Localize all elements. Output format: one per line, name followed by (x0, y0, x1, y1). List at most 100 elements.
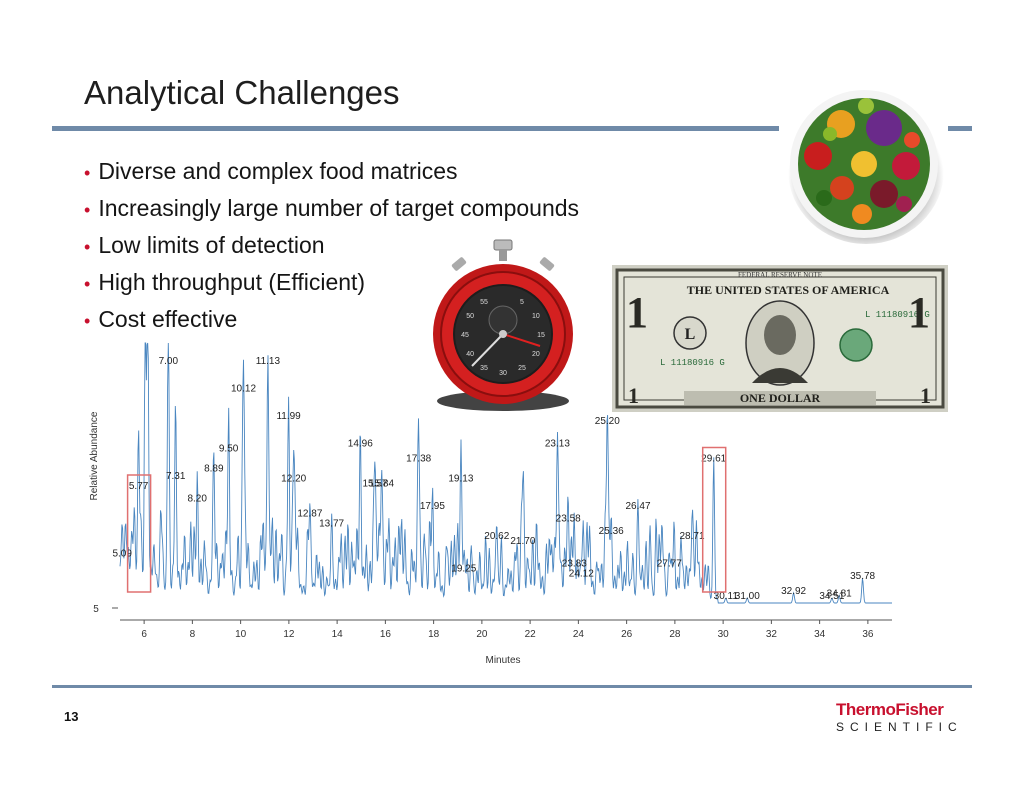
peak-label: 34.81 (827, 589, 852, 600)
peak-label: 32.92 (781, 586, 806, 597)
bullet-dot-icon: • (84, 200, 91, 220)
peak-label: 31.00 (735, 591, 760, 602)
dollar-top-text: FEDERAL RESERVE NOTE (738, 271, 822, 279)
peak-label: 17.95 (420, 501, 445, 512)
peak-label: 10.12 (231, 384, 256, 395)
peak-label: 34.51 (819, 591, 844, 602)
slide-title: Analytical Challenges (84, 74, 400, 111)
peak-label: 25.20 (595, 416, 620, 427)
dollar-country-text: THE UNITED STATES OF AMERICA (687, 283, 890, 297)
stopwatch-tick-label: 25 (518, 365, 526, 372)
bullet-dot-icon: • (84, 311, 91, 331)
x-tick-label: 22 (525, 629, 537, 640)
food-bowl-image (788, 90, 944, 244)
x-tick-label: 36 (862, 629, 874, 640)
bullet-item: • Low limits of detection (84, 232, 325, 258)
peak-label: 14.96 (348, 439, 373, 450)
bullet-item: • Increasingly large number of target com… (84, 195, 580, 221)
stopwatch-tick-label: 45 (461, 332, 469, 339)
title-rule (52, 126, 779, 131)
x-axis: 6 8 10 12 14 16 18 20 22 24 26 28 30 32 34 36 5 (93, 604, 892, 640)
peak-label: 23.83 (562, 559, 587, 570)
dollar-corner-bl: 1 (628, 383, 639, 408)
dollar-serial-left: L 11180916 G (660, 358, 725, 368)
stopwatch-tick-label: 15 (537, 332, 545, 339)
x-tick-label: 6 (141, 629, 147, 640)
peak-label: 29.61 (701, 454, 726, 465)
x-tick-label: 30 (718, 629, 730, 640)
bullet-dot-icon: • (84, 274, 91, 294)
peak-label: 11.13 (256, 356, 281, 367)
stopwatch-tick-label: 55 (480, 299, 488, 306)
dollar-bill-image: FEDERAL RESERVE NOTE THE UNITED STATES O… (612, 265, 948, 412)
logo-line2: SCIENTIFIC (836, 720, 963, 734)
peak-label: 28.71 (679, 531, 704, 542)
chromatogram-trace (119, 342, 892, 604)
peak-label: 9.50 (219, 444, 239, 455)
peak-label: 19.25 (451, 564, 476, 575)
x-tick-label: 10 (235, 629, 247, 640)
peak-label: 5.77 (129, 481, 149, 492)
peak-label: 27.77 (657, 559, 682, 570)
x-tick-label: 8 (190, 629, 196, 640)
x-tick-label: 28 (669, 629, 681, 640)
peak-label: 7.00 (159, 356, 179, 367)
dollar-corner-br: 1 (920, 383, 931, 408)
bullet-item: • High throughput (Efficient) (84, 269, 366, 295)
dollar-bottom-text: ONE DOLLAR (740, 391, 821, 405)
peak-label: 7.31 (166, 471, 186, 482)
peak-label: 11.99 (276, 411, 301, 422)
peak-label: 8.89 (204, 464, 224, 475)
peak-label: 23.13 (545, 439, 570, 450)
highlight-boxes (126, 446, 727, 593)
peak-label: 5.09 (112, 549, 132, 560)
peak-label: 25.36 (599, 526, 624, 537)
x-tick-label: 16 (380, 629, 392, 640)
footer-rule (52, 685, 972, 688)
peak-label: 15.57 (362, 479, 387, 490)
page-number: 13 (64, 709, 79, 724)
peak-label: 30.11 (714, 591, 739, 602)
peak-label: 17.38 (406, 454, 431, 465)
logo-line1: ThermoFisher (836, 700, 944, 719)
highlight-box (126, 474, 152, 593)
peak-label: 8.20 (187, 494, 207, 505)
peak-label: 21.70 (510, 536, 535, 547)
dollar-serial-right: L 11180916 G (865, 310, 930, 320)
peak-label: 12.87 (297, 509, 322, 520)
chromatogram-chart: 5.095.777.007.318.208.899.5010.1211.1311… (89, 342, 892, 666)
thermofisher-logo: ThermoFisher SCIENTIFIC (836, 700, 966, 734)
peak-label: 20.62 (484, 531, 509, 542)
title-rule-end (948, 126, 972, 131)
peak-label: 24.12 (569, 569, 594, 580)
highlight-box (701, 446, 727, 593)
x-tick-label: 18 (428, 629, 440, 640)
x-tick-label: 32 (766, 629, 778, 640)
stopwatch-tick-label: 35 (480, 365, 488, 372)
stopwatch-tick-label: 20 (532, 351, 540, 358)
dollar-corner-tr: 1 (908, 288, 930, 337)
peak-label: 23.58 (556, 514, 581, 525)
peak-label: 35.78 (850, 571, 875, 582)
bullet-dot-icon: • (84, 237, 91, 257)
x-tick-label: 34 (814, 629, 826, 640)
peak-label: 19.13 (448, 474, 473, 485)
x-tick-label: 12 (283, 629, 295, 640)
x-tick-label: 14 (332, 629, 344, 640)
y-axis-label: Relative Abundance (89, 411, 100, 500)
stopwatch-tick-label: 50 (466, 313, 474, 320)
x-tick-label: 26 (621, 629, 633, 640)
peak-label: 15.84 (369, 479, 394, 490)
stopwatch-tick-label: 5 (520, 299, 524, 306)
bullet-dot-icon: • (84, 163, 91, 183)
bullet-item: • Cost effective (84, 306, 238, 332)
peak-label: 13.77 (319, 519, 344, 530)
stopwatch-tick-label: 40 (466, 351, 474, 358)
chromatogram-line (119, 342, 892, 604)
dollar-corner-tl: 1 (626, 288, 648, 337)
peak-label: 26.47 (625, 501, 650, 512)
bullet-list: • Diverse and complex food matrices • Incr… (84, 156, 579, 341)
peak-label: 12.20 (281, 474, 306, 485)
x-tick-label: 24 (573, 629, 585, 640)
